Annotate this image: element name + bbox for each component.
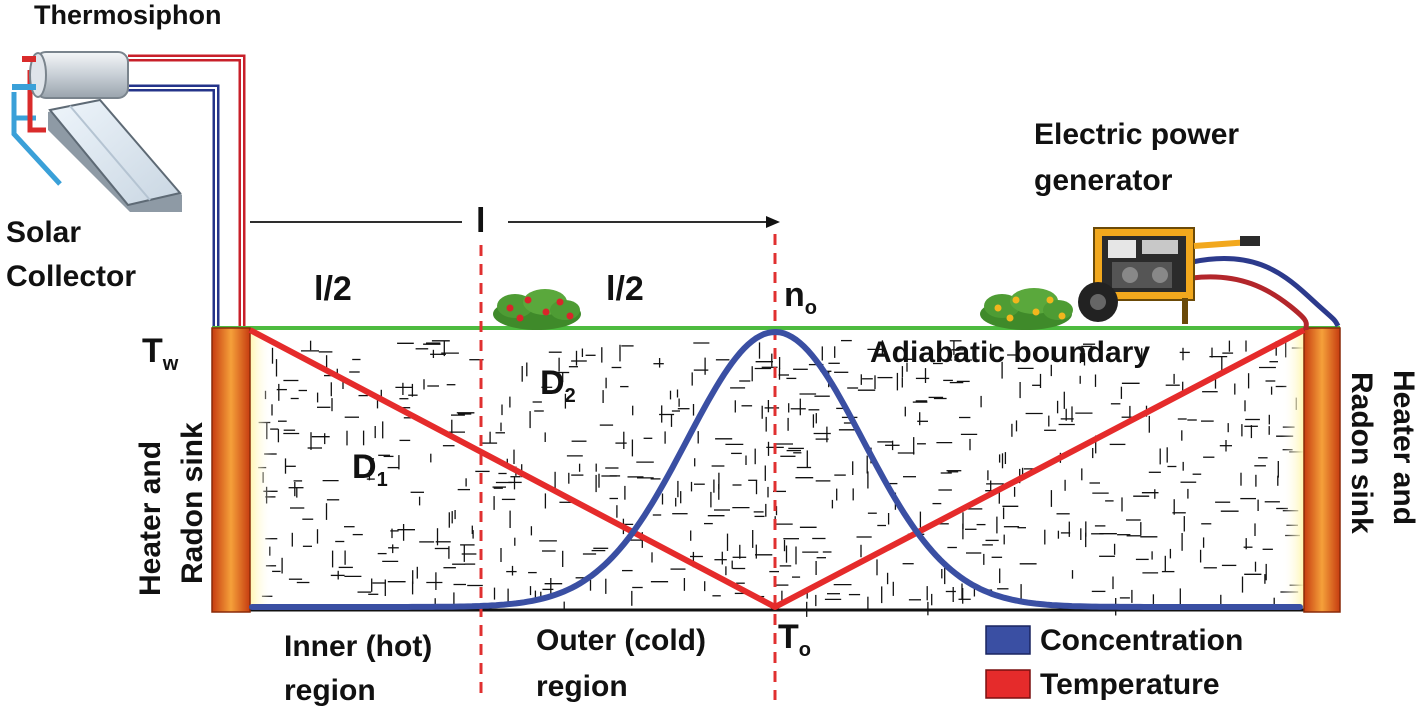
generator-cable-red — [1191, 274, 1309, 331]
left-heater — [211, 327, 251, 613]
inner-region-label-line2: region — [284, 674, 376, 707]
half-length-left-label: l/2 — [314, 270, 352, 308]
bush-right-icon — [980, 288, 1073, 330]
soil-texture — [258, 339, 1306, 617]
solar-label-line2: Collector — [6, 260, 136, 293]
d1-label: D1 — [352, 448, 388, 491]
thermosiphon-tank-icon — [12, 51, 129, 99]
d2-label: D2 — [540, 364, 576, 407]
generator-label-line2: generator — [1034, 164, 1173, 197]
solar-label-line1: Solar — [6, 216, 81, 249]
n0-label: no — [784, 276, 817, 319]
length-label: l — [476, 202, 485, 240]
cold-pipe-outline — [128, 87, 217, 326]
left-sink-label-line1: Heater and — [134, 441, 167, 596]
legend-label-concentration: Concentration — [1040, 624, 1243, 657]
right-sink-label-line2: Radon sink — [1345, 372, 1378, 534]
legend-swatch-concentration — [985, 625, 1031, 655]
generator-label-line1: Electric power — [1034, 118, 1239, 151]
adiabatic-boundary-label: Adiabatic boundary — [870, 336, 1150, 369]
concentration-curve — [249, 328, 1303, 610]
legend-label-temperature: Temperature — [1040, 668, 1220, 701]
generator-icon — [1078, 227, 1260, 324]
inner-region-label-line1: Inner (hot) — [284, 630, 432, 663]
generator-cable-blue — [1191, 256, 1341, 328]
temperature-curve — [248, 327, 1306, 610]
tw-label: Tw — [142, 332, 179, 375]
left-sink-label-line2: Radon sink — [176, 422, 209, 584]
outer-region-label-line2: region — [536, 670, 628, 703]
bush-left-icon — [493, 289, 581, 330]
outer-region-label-line1: Outer (cold) — [536, 624, 706, 657]
right-sink-label-line1: Heater and — [1387, 370, 1420, 525]
hot-pipe-outline — [128, 57, 243, 326]
right-heater-glow — [1282, 330, 1304, 610]
arrowhead-icon — [766, 216, 780, 228]
right-heater — [1303, 327, 1341, 613]
left-heater-glow — [250, 330, 272, 610]
legend-swatch-temperature — [985, 669, 1031, 699]
t0-label: To — [778, 618, 811, 661]
thermosiphon-label: Thermosiphon — [34, 0, 222, 30]
half-length-right-label: l/2 — [606, 270, 644, 308]
